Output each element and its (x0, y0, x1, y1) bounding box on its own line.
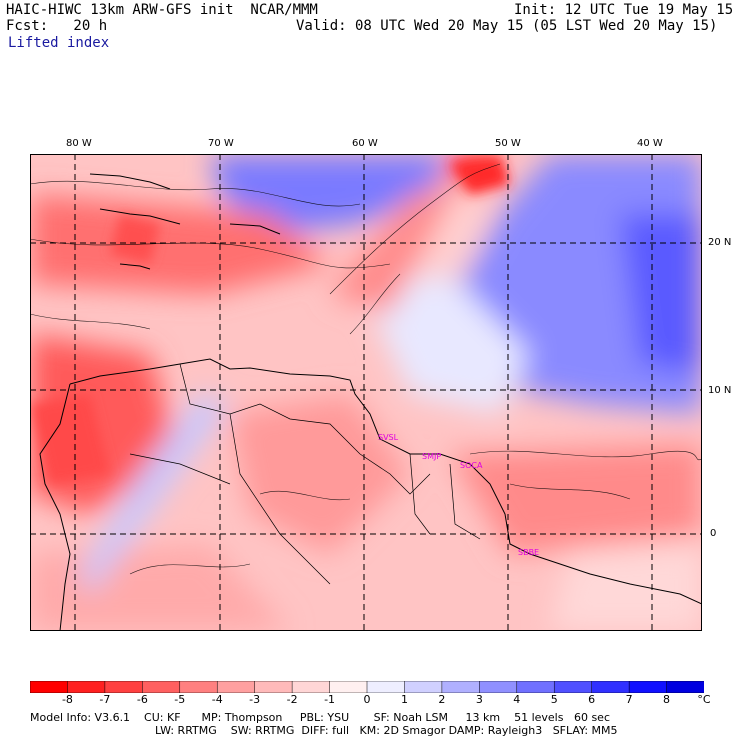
colorbar-swatch (479, 681, 518, 693)
coastlines (39, 173, 702, 631)
colorbar-swatch (366, 681, 406, 693)
lon-label-40w: 40 W (637, 138, 663, 149)
colorbar-tick-label: 3 (475, 693, 483, 706)
colorbar-swatch (104, 681, 144, 693)
colorbar-swatch (329, 681, 368, 693)
model-info-line2: LW: RRTMG SW: RRTMG DIFF: full KM: 2D Sm… (155, 724, 618, 737)
lat-label-20n: 20 N (708, 237, 732, 248)
colorbar-tick-label: 6 (588, 693, 596, 706)
colorbar-tick-label: 4 (513, 693, 521, 706)
colorbar-tick-label: -3 (249, 693, 261, 706)
colorbar-tick-label: 1 (400, 693, 408, 706)
colorbar-swatch (628, 681, 668, 693)
lon-label-60w: 60 W (352, 138, 378, 149)
station-sbbe: SBBE (518, 548, 540, 557)
colorbar-tick-label: 2 (438, 693, 446, 706)
colorbar-tick-label: -4 (211, 693, 223, 706)
colorbar-tick-label: -2 (286, 693, 298, 706)
station-svsl: SVSL (378, 433, 399, 442)
lat-lon-grid (30, 154, 702, 631)
colorbar-swatch (553, 681, 593, 693)
colorbar-swatch (516, 681, 555, 693)
lat-label-0: 0 (710, 528, 717, 539)
colorbar-swatch (30, 681, 69, 693)
colorbar-swatch (67, 681, 106, 693)
colorbar-swatch (666, 681, 704, 693)
lon-label-80w: 80 W (66, 138, 92, 149)
init-time: Init: 12 UTC Tue 19 May 15 (514, 2, 734, 18)
contours (30, 163, 702, 575)
station-smjp: SMJP (422, 452, 442, 461)
colorbar-tick-label: -5 (174, 693, 186, 706)
colorbar-swatch (404, 681, 443, 693)
colorbar-swatch (591, 681, 630, 693)
colorbar (30, 681, 704, 693)
colorbar-unit: °C (697, 693, 711, 706)
colorbar-tick-label: -8 (61, 693, 73, 706)
colorbar-swatch (216, 681, 256, 693)
colorbar-swatch (254, 681, 293, 693)
forecast-hour: Fcst: 20 h (6, 18, 108, 34)
valid-time: Valid: 08 UTC Wed 20 May 15 (05 LST Wed … (296, 18, 718, 34)
borders (129, 363, 481, 585)
lat-label-10n: 10 N (708, 385, 732, 396)
colorbar-tick-label: 5 (550, 693, 558, 706)
colorbar-tick-label: -7 (99, 693, 111, 706)
colorbar-tick-label: 0 (363, 693, 371, 706)
station-soca: SOCA (460, 461, 483, 470)
lon-label-50w: 50 W (495, 138, 521, 149)
colorbar-swatch (441, 681, 481, 693)
colorbar-tick-label: 7 (625, 693, 633, 706)
field-name: Lifted index (8, 35, 110, 51)
model-title: HAIC-HIWC 13km ARW-GFS init NCAR/MMM (6, 2, 318, 18)
lon-label-70w: 70 W (208, 138, 234, 149)
lifted-index-map (30, 154, 702, 631)
colorbar-swatch (179, 681, 218, 693)
colorbar-tick-label: -1 (324, 693, 336, 706)
colorbar-tick-label: -6 (136, 693, 148, 706)
colorbar-swatch (291, 681, 331, 693)
model-info-line1: Model Info: V3.6.1 CU: KF MP: Thompson P… (30, 711, 610, 724)
colorbar-swatch (142, 681, 181, 693)
colorbar-tick-label: 8 (663, 693, 671, 706)
